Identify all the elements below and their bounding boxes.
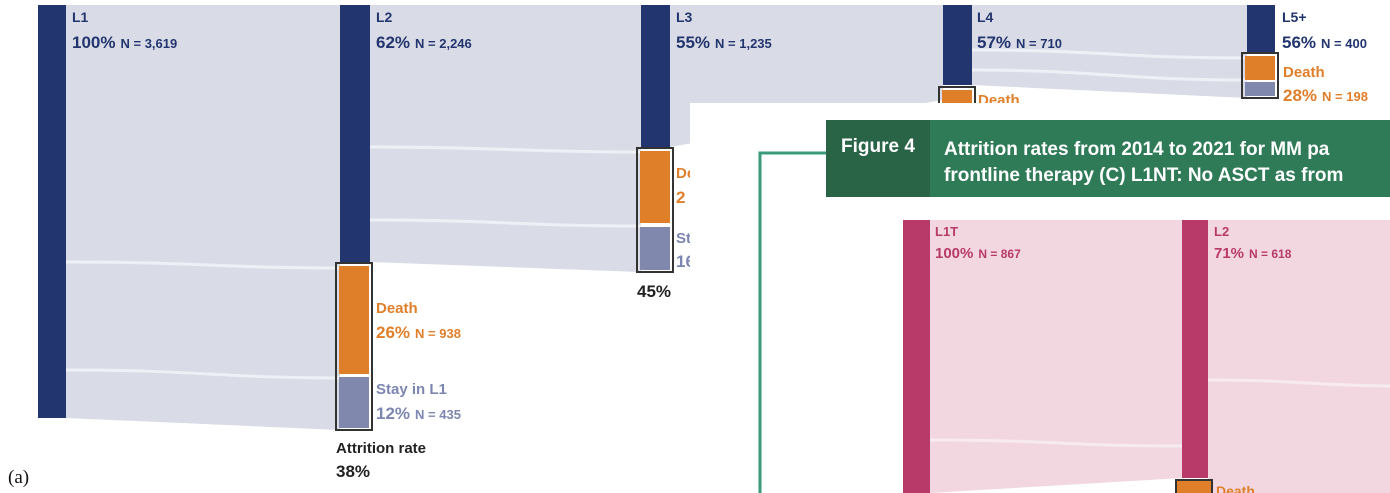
node-name: L2	[376, 9, 393, 25]
attrition-rate: 38%	[336, 462, 370, 481]
death-bar	[339, 266, 369, 374]
node-stat: 100% N = 3,619	[72, 33, 177, 52]
death-bar	[1245, 56, 1275, 80]
flow	[972, 5, 1247, 98]
node-bar	[1247, 5, 1275, 52]
node-bar	[38, 5, 66, 418]
percent: 57%	[977, 33, 1011, 52]
outcome-box	[335, 262, 373, 431]
node-bar	[340, 5, 370, 262]
node-stat: 56% N = 400	[1282, 33, 1367, 52]
node-name: L1	[72, 9, 89, 25]
count: N = 867	[978, 247, 1021, 261]
percent: 62%	[376, 33, 410, 52]
count: N = 2,246	[415, 36, 472, 51]
node-name: L4	[977, 9, 994, 25]
flow	[370, 5, 641, 272]
percent: 12%	[376, 404, 410, 423]
death-bar	[640, 151, 670, 223]
count: N = 618	[1249, 247, 1292, 261]
node-bar	[943, 5, 972, 85]
count: N = 938	[415, 326, 461, 341]
streak	[971, 48, 1248, 60]
node-bar	[641, 5, 670, 147]
outcome-box	[636, 147, 674, 273]
percent: 28%	[1283, 86, 1317, 105]
death-stat: 26% N = 938	[376, 323, 461, 342]
stay-bar	[640, 227, 670, 270]
percent: 55%	[676, 33, 710, 52]
figure-title: Attrition rates from 2014 to 2021 for MM…	[944, 139, 1330, 160]
node-stat: 100% N = 867	[935, 245, 1021, 262]
count: N = 710	[1016, 36, 1062, 51]
node-name: L3	[676, 9, 693, 25]
node-name: L1T	[935, 224, 958, 239]
stay-stat: 12% N = 435	[376, 404, 461, 423]
node-bar	[1182, 220, 1208, 478]
death-stat: 2	[676, 188, 685, 207]
figure-label-box	[826, 120, 930, 197]
streak	[929, 378, 1390, 448]
count: N = 435	[415, 407, 461, 422]
connector-line	[758, 151, 826, 493]
death-label: Death	[1216, 483, 1255, 493]
node-stat: 57% N = 710	[977, 33, 1062, 52]
streak	[971, 68, 1248, 82]
count: N = 3,619	[120, 36, 177, 51]
percent: 71%	[1214, 245, 1244, 262]
percent: 100%	[72, 33, 115, 52]
outcome-boxes	[335, 52, 1279, 431]
attrition-label: Attrition rate	[336, 440, 426, 457]
streak	[65, 260, 341, 270]
streak	[369, 145, 642, 154]
count: N = 198	[1322, 89, 1368, 104]
overlay-figure: Figure 4 Attrition rates from 2014 to 20…	[690, 103, 1390, 493]
percent: 100%	[935, 245, 973, 262]
node-stat: 71% N = 618	[1214, 245, 1292, 262]
streak	[65, 368, 341, 380]
flow	[66, 5, 340, 430]
death-bar	[942, 90, 972, 107]
stay-bar	[339, 377, 369, 428]
flow	[1208, 220, 1390, 493]
count: N = 400	[1321, 36, 1367, 51]
percent: 56%	[1282, 33, 1316, 52]
death-label: Death	[1283, 64, 1325, 81]
death-bar	[1175, 479, 1213, 493]
outcome-box	[1241, 52, 1279, 99]
stay-label: St	[676, 230, 691, 247]
node-bars	[38, 5, 1275, 418]
count: N = 1,235	[715, 36, 772, 51]
node-name: L5+	[1282, 9, 1307, 25]
panel-label: (a)	[8, 467, 29, 488]
figure-label: Figure 4	[841, 136, 915, 157]
node-labels: L1 100% N = 3,619 L2 62% N = 2,246 L3 55% N…	[72, 9, 1367, 52]
death-label: Death	[376, 300, 418, 317]
figure-title: frontline therapy (C) L1NT: No ASCT as f…	[944, 165, 1343, 186]
stay-bar	[1245, 82, 1275, 96]
attrition-rate: 45%	[637, 282, 671, 301]
node-stat: 55% N = 1,235	[676, 33, 772, 52]
node-name: L2	[1214, 224, 1229, 239]
streak	[369, 218, 642, 228]
death-stat: 28% N = 198	[1283, 86, 1368, 105]
node-bar	[903, 220, 930, 493]
percent: 26%	[376, 323, 410, 342]
stay-label: Stay in L1	[376, 381, 447, 398]
node-stat: 62% N = 2,246	[376, 33, 472, 52]
flow	[930, 220, 1182, 493]
flow-streaks	[65, 48, 1248, 380]
